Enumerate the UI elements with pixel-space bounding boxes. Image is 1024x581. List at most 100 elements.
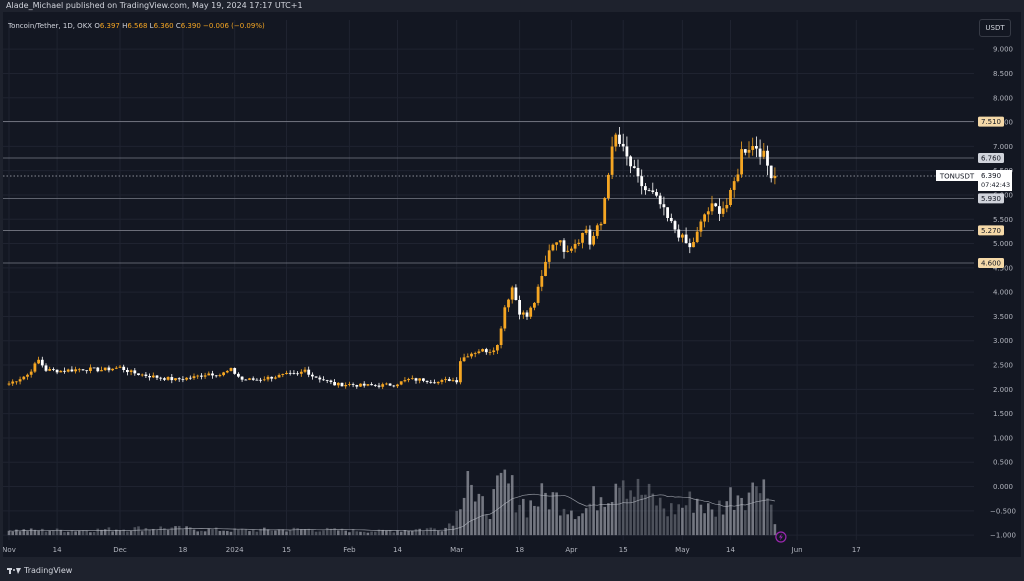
volume-bar xyxy=(89,532,92,536)
candle-body xyxy=(706,211,710,215)
volume-bar xyxy=(766,498,769,536)
last-price-badge xyxy=(978,170,1012,191)
volume-bar xyxy=(311,530,314,536)
x-tick-label: 18 xyxy=(515,546,524,554)
volume-bar xyxy=(107,527,111,536)
candle-body xyxy=(407,379,410,381)
candle-body xyxy=(514,287,518,300)
volume-bar xyxy=(163,528,166,536)
volume-bar xyxy=(7,530,11,536)
candle-body xyxy=(521,312,525,315)
candle-body xyxy=(359,383,362,387)
candle-body xyxy=(159,377,163,379)
volume-bar xyxy=(348,532,351,536)
volume-bar xyxy=(181,529,185,536)
candle-body xyxy=(29,371,33,375)
candle-body xyxy=(669,217,673,222)
candle-body xyxy=(533,302,536,308)
volume-bar xyxy=(684,505,688,536)
volume-bar xyxy=(148,529,151,536)
candle-body xyxy=(255,379,259,381)
volume-bar xyxy=(522,498,525,536)
candle-body xyxy=(59,370,63,373)
candle-body xyxy=(610,146,614,175)
candle-body xyxy=(447,379,451,381)
candle-body xyxy=(81,369,85,371)
alert-icon[interactable] xyxy=(775,531,787,543)
volume-bar xyxy=(540,483,544,536)
candle-body xyxy=(625,146,629,157)
candle-body xyxy=(70,369,74,372)
volume-bar xyxy=(103,529,107,536)
candle-body xyxy=(277,374,281,378)
volume-bar xyxy=(329,528,333,536)
volume-bar xyxy=(78,530,81,536)
candle-body xyxy=(322,379,325,381)
volume-bar xyxy=(189,527,192,536)
candle-body xyxy=(736,174,740,182)
y-tick-label: 8.500 xyxy=(993,70,1013,78)
candle-body xyxy=(751,146,755,150)
candle-body xyxy=(758,148,762,157)
candle-body xyxy=(381,384,385,387)
candle-body xyxy=(225,370,229,373)
level-badge xyxy=(978,257,1004,268)
volume-bar xyxy=(559,515,562,536)
level-badge xyxy=(978,116,1004,127)
candle-body xyxy=(40,359,44,366)
volume-bar xyxy=(581,513,584,536)
candle-body xyxy=(259,379,262,381)
tradingview-logo[interactable]: TradingView xyxy=(7,566,72,575)
price-chart[interactable]: 9.0008.5008.0007.5007.0006.5006.0005.500… xyxy=(3,12,1021,557)
candle-body xyxy=(288,372,292,374)
candle-body xyxy=(251,378,255,380)
symbol-legend[interactable]: Toncoin/Tether, 1D, OKX O6.397 H6.568 L6… xyxy=(8,22,265,30)
volume-ma-line xyxy=(8,493,775,532)
tradingview-icon xyxy=(7,567,21,574)
volume-bar xyxy=(70,530,74,536)
volume-bar xyxy=(207,528,211,536)
volume-bar xyxy=(436,530,440,536)
candle-body xyxy=(92,367,96,369)
volume-bar xyxy=(462,497,466,536)
volume-bar xyxy=(596,510,599,536)
y-tick-label: 0.500 xyxy=(993,459,1013,467)
chart-panel[interactable]: 9.0008.5008.0007.5007.0006.5006.0005.500… xyxy=(3,12,1021,557)
volume-bar xyxy=(588,503,592,536)
volume-bar xyxy=(240,528,244,536)
volume-bar xyxy=(503,469,507,536)
volume-bar xyxy=(111,531,114,536)
candle-body xyxy=(566,250,570,252)
candle-body xyxy=(418,378,422,381)
y-tick-label: 5.000 xyxy=(993,240,1013,248)
volume-bar xyxy=(226,530,229,536)
volume-bar xyxy=(237,529,240,536)
volume-bar xyxy=(499,472,503,536)
candle-body xyxy=(52,369,55,370)
volume-bar xyxy=(570,510,573,536)
currency-button[interactable]: USDT xyxy=(979,19,1011,37)
candle-body xyxy=(274,377,277,379)
volume-bar xyxy=(196,531,199,536)
volume-bar xyxy=(263,527,266,536)
candle-body xyxy=(55,369,59,373)
candle-body xyxy=(177,378,181,380)
volume-bar xyxy=(392,532,396,536)
candle-body xyxy=(344,384,348,387)
volume-bar xyxy=(411,530,414,536)
volume-bar xyxy=(137,526,140,536)
volume-bar xyxy=(185,526,188,536)
candle-body xyxy=(488,352,492,353)
level-badge xyxy=(978,193,1004,204)
candle-body xyxy=(111,368,114,371)
volume-bar xyxy=(732,509,736,536)
open-value: 6.397 xyxy=(99,22,120,30)
volume-bar xyxy=(573,519,577,536)
volume-bar xyxy=(562,508,566,536)
candle-body xyxy=(399,381,403,385)
candle-body xyxy=(15,381,18,383)
volume-bar xyxy=(473,501,477,536)
candle-body xyxy=(100,370,103,372)
volume-bar xyxy=(55,528,59,536)
candle-body xyxy=(558,240,562,243)
